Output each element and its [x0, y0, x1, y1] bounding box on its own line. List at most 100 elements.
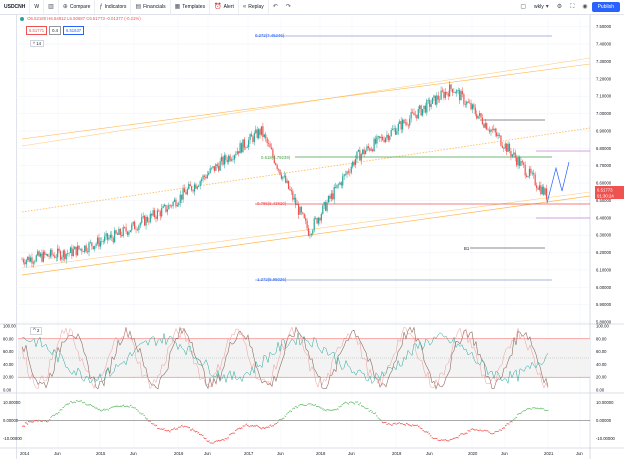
fib-label-1272: 1.272(5.95026) — [257, 277, 287, 282]
osc-segment — [452, 437, 455, 440]
osc-segment — [219, 439, 222, 442]
trend-line[interactable] — [21, 63, 591, 140]
time-tick: 2019 — [392, 451, 402, 456]
time-axis[interactable]: 2014 Jun 2015 Jun 2016 Jun 2017 Jun 2018 Jun 2019 J… — [20, 451, 583, 456]
candle-body — [145, 216, 147, 226]
trend-line[interactable] — [21, 57, 591, 147]
templates-button[interactable]: ▦ Templates — [171, 0, 211, 14]
projection-path[interactable] — [546, 161, 570, 204]
osc-segment — [191, 428, 194, 431]
candle-body — [501, 145, 503, 148]
candle-body — [283, 175, 285, 177]
candle-body — [67, 253, 69, 254]
candle-body — [166, 209, 168, 212]
candle-body — [186, 189, 188, 195]
oscillator-pane — [18, 399, 590, 444]
osc-segment — [255, 424, 258, 427]
financials-button[interactable]: ▤ Financials — [131, 0, 171, 14]
layout-button[interactable]: ▢ — [516, 0, 530, 14]
osc-segment — [156, 427, 159, 429]
osc-segment — [95, 407, 98, 410]
candle-body — [265, 134, 267, 139]
publish-button[interactable]: Publish — [591, 2, 620, 12]
osc-segment — [111, 406, 114, 408]
symbol-search[interactable]: USDCNH — [0, 0, 31, 14]
trend-line[interactable] — [21, 191, 591, 269]
candle-body — [353, 161, 355, 166]
stoch-legend[interactable]: ^ 2 — [30, 327, 43, 335]
candle-body — [449, 84, 451, 97]
osc-segment — [131, 406, 134, 408]
osc-segment — [498, 429, 501, 431]
osc-segment — [215, 440, 218, 442]
osc-segment — [414, 424, 417, 427]
snapshot-button[interactable]: ◉ — [578, 0, 591, 14]
candle-body — [317, 217, 320, 224]
candle-body — [59, 251, 62, 260]
candle-body — [259, 129, 261, 135]
osc-segment — [311, 404, 314, 406]
candle-body — [125, 227, 127, 232]
price-tick: 6.40000 — [596, 215, 612, 220]
price-tick: 6.00000 — [596, 285, 612, 290]
candle-body — [181, 194, 183, 200]
current-price-value: 6.51773 — [597, 188, 613, 193]
osc-segment — [170, 429, 173, 431]
candle-body — [464, 104, 466, 105]
candle-body — [526, 175, 528, 177]
osc-segment — [270, 425, 273, 427]
alert-button[interactable]: ⏰ Alert — [210, 0, 239, 14]
osc-segment — [227, 436, 230, 439]
candle-body — [406, 122, 408, 125]
candle-body — [89, 242, 92, 243]
candle-body — [252, 136, 254, 142]
candle-body — [299, 206, 301, 215]
time-tick: Jun — [348, 451, 355, 456]
osc-segment — [380, 419, 383, 422]
candle-body — [45, 254, 47, 255]
candle-body — [319, 217, 321, 221]
osc-segment — [98, 408, 101, 411]
interval-button[interactable]: W — [30, 0, 45, 14]
osc-segment — [266, 426, 269, 428]
candle-body — [377, 136, 379, 137]
trend-line[interactable] — [21, 127, 591, 213]
candle-body — [179, 194, 181, 203]
osc-segment — [519, 412, 522, 414]
candle-body — [132, 221, 134, 225]
osc-segment — [351, 401, 354, 404]
osc-segment — [44, 420, 47, 422]
chart-type-button[interactable]: ▥ — [44, 0, 59, 14]
candle-body — [220, 156, 223, 162]
candle-body — [423, 105, 425, 110]
watchlist-select[interactable]: wkly ▾ — [530, 0, 553, 14]
candle-body — [303, 213, 305, 219]
replay-button[interactable]: « Replay — [239, 0, 269, 14]
candle-body — [380, 136, 382, 139]
trend-line[interactable] — [21, 195, 591, 276]
osc-segment — [407, 423, 410, 426]
osc-segment — [36, 420, 39, 423]
candle-body — [205, 176, 207, 179]
fullscreen-button[interactable]: ⛶ — [566, 0, 578, 14]
osc-segment — [182, 426, 185, 428]
compare-button[interactable]: ⊕ Compare — [59, 0, 96, 14]
indicators-collapse-toggle[interactable]: ^ 14 — [30, 40, 44, 47]
candle-body — [68, 253, 70, 254]
candle-body — [276, 164, 278, 169]
candle-body — [436, 95, 438, 105]
redo-button[interactable]: ↷ — [282, 0, 295, 14]
indicators-button[interactable]: ƒ Indicators — [95, 0, 132, 14]
price-axis[interactable]: 7.50000 7.40000 7.30000 7.20000 7.10000 7.000… — [596, 24, 612, 324]
undo-button[interactable]: ↶ — [269, 0, 282, 14]
candle-body — [158, 210, 160, 212]
candle-body — [396, 130, 398, 135]
candle-body — [285, 175, 287, 183]
settings-button[interactable]: ⚙ — [553, 0, 566, 14]
buy-button[interactable]: 6.51637 — [62, 26, 85, 35]
candle-body — [242, 139, 244, 153]
candle-body — [540, 185, 542, 195]
sell-button[interactable]: 6.51771 — [26, 26, 48, 35]
candle-body — [302, 212, 304, 214]
